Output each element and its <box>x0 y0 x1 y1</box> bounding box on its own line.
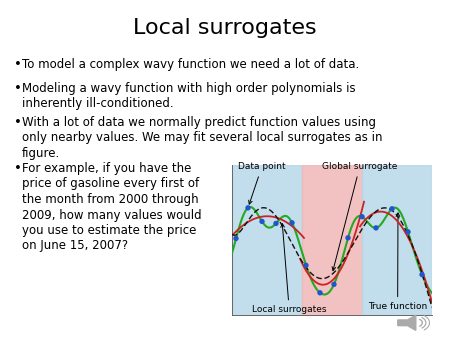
Point <box>244 205 252 211</box>
Point <box>388 206 396 212</box>
Point <box>316 290 324 295</box>
Text: Data point: Data point <box>238 162 286 204</box>
Point <box>330 282 338 287</box>
Point <box>405 229 412 235</box>
Point <box>302 263 310 268</box>
Text: •: • <box>14 116 22 129</box>
Text: To model a complex wavy function we need a lot of data.: To model a complex wavy function we need… <box>22 58 359 71</box>
Text: •: • <box>14 58 22 71</box>
Text: Local surrogates: Local surrogates <box>252 224 327 314</box>
Text: For example, if you have the
price of gasoline every first of
the month from 200: For example, if you have the price of ga… <box>22 162 202 252</box>
Text: Local surrogates: Local surrogates <box>133 18 317 38</box>
Text: •: • <box>14 82 22 95</box>
Point <box>358 214 365 219</box>
Point <box>418 272 426 277</box>
Text: Modeling a wavy function with high order polynomials is
inherently ill-condition: Modeling a wavy function with high order… <box>22 82 356 111</box>
Text: With a lot of data we normally predict function values using
only nearby values.: With a lot of data we normally predict f… <box>22 116 382 160</box>
Polygon shape <box>398 315 416 330</box>
Point <box>373 225 380 231</box>
Point <box>232 236 239 241</box>
Bar <box>362 165 432 315</box>
Bar <box>302 165 362 315</box>
Point <box>258 219 265 224</box>
Point <box>288 220 296 225</box>
Text: Global surrogate: Global surrogate <box>322 162 397 271</box>
Text: •: • <box>14 162 22 175</box>
Text: True function: True function <box>368 213 427 311</box>
Point <box>272 221 279 226</box>
Bar <box>232 165 302 315</box>
Point <box>344 235 351 241</box>
